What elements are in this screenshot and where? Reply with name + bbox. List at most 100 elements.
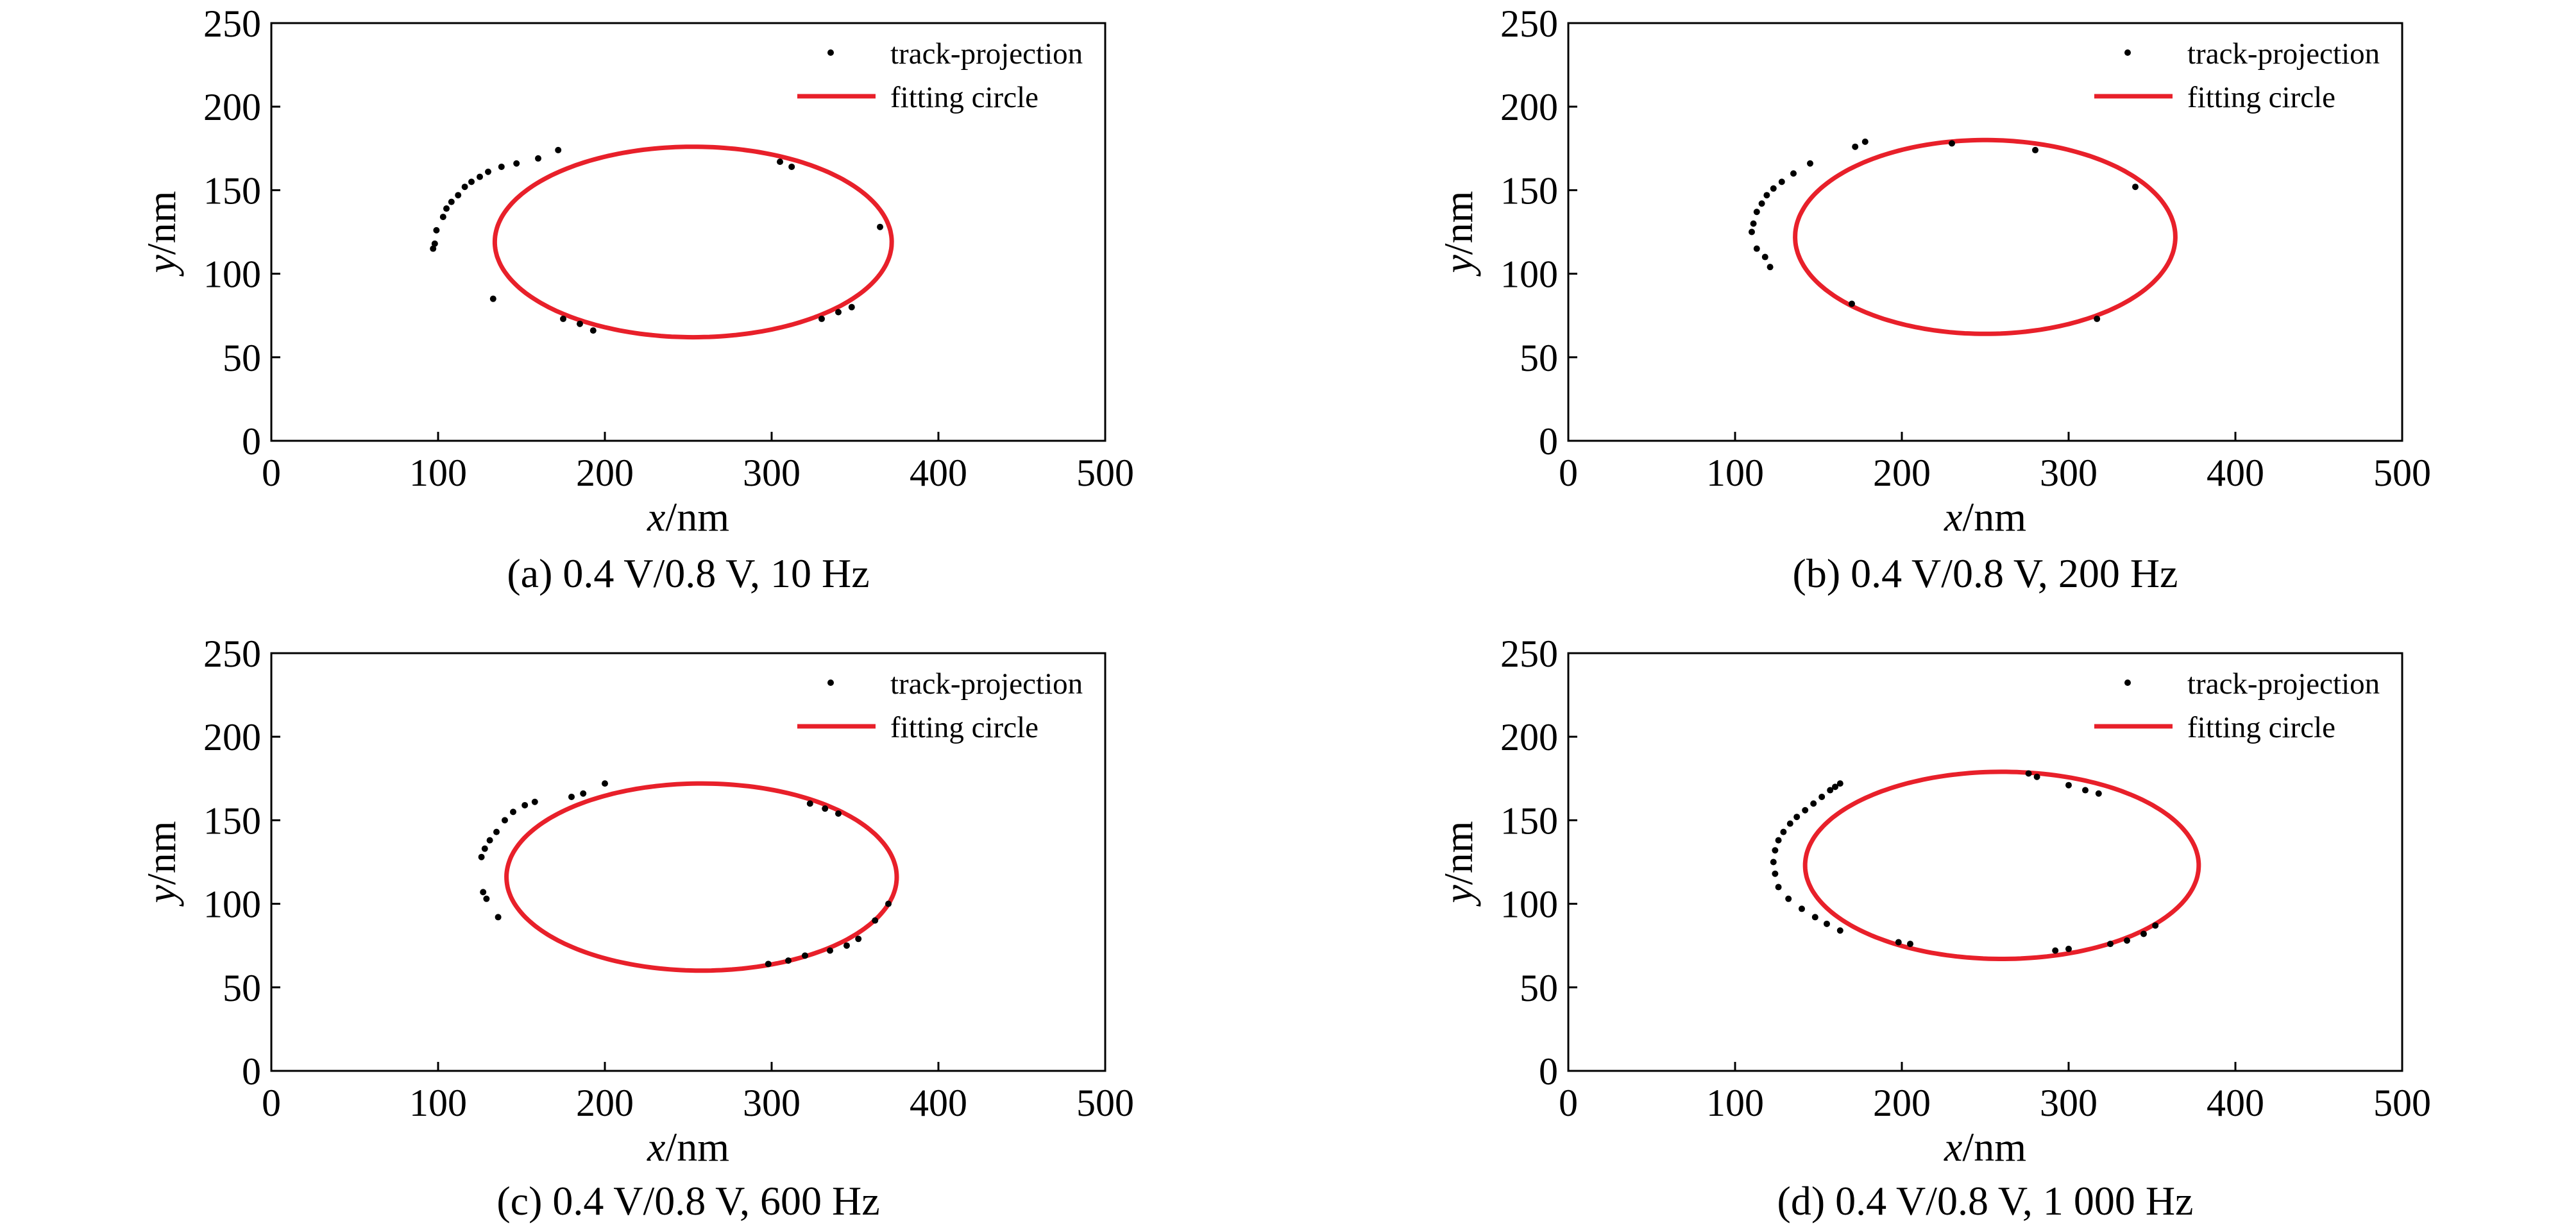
track-projection-point — [822, 805, 829, 812]
y-axis-unit: /nm — [139, 821, 184, 885]
x-axis-symbol: x — [1944, 1124, 1962, 1170]
legend-point-marker — [2124, 679, 2131, 686]
track-projection-point — [461, 184, 468, 191]
track-projection-point — [1895, 939, 1902, 946]
legend-point-marker — [2124, 49, 2131, 56]
x-axis-symbol: x — [1944, 494, 1962, 540]
x-tick-label: 0 — [1559, 1082, 1578, 1124]
plot-frame — [1567, 652, 2403, 1072]
y-tick-label: 50 — [223, 967, 261, 1009]
track-projection-point — [827, 947, 833, 954]
x-tick-label: 100 — [409, 1082, 467, 1124]
panel-caption: (a) 0.4 V/0.8 V, 10 Hz — [507, 551, 869, 596]
legend-point-marker — [827, 679, 834, 686]
track-projection-point — [1753, 209, 1760, 216]
panel-caption: (b) 0.4 V/0.8 V, 200 Hz — [1793, 551, 2178, 596]
track-projection-point — [2132, 184, 2139, 191]
track-projection-point — [495, 914, 502, 921]
track-projection-point — [1772, 847, 1779, 854]
track-projection-point — [806, 800, 813, 807]
chart-panel: 0 100 200 300 400 500050100150200250x/nmy/nmt… — [139, 633, 1134, 1224]
track-projection-point — [510, 808, 516, 816]
track-projection-point — [589, 327, 597, 334]
track-projection-point — [1949, 140, 1955, 147]
legend-label-track-projection: track-projection — [2187, 37, 2380, 71]
x-axis-unit: /nm — [665, 494, 729, 540]
y-tick-label: 150 — [203, 169, 261, 212]
x-axis-label: x/nm — [647, 1124, 729, 1170]
track-projection-point — [580, 790, 587, 797]
track-projection-point — [818, 315, 825, 322]
track-projection-point — [433, 226, 440, 234]
track-projection-point — [1907, 941, 1913, 948]
track-projection-point — [788, 163, 795, 170]
x-tick-label: 300 — [743, 1082, 801, 1124]
y-tick-label: 0 — [1539, 1050, 1558, 1093]
track-projection-point — [602, 780, 608, 787]
y-tick-label: 50 — [223, 337, 261, 379]
track-projection-point — [2033, 773, 2040, 780]
track-projection-point — [2065, 782, 2072, 789]
x-axis-label: x/nm — [1944, 1124, 2026, 1170]
track-projection-point — [486, 837, 493, 844]
legend-label-track-projection: track-projection — [2187, 667, 2380, 701]
fitting-circle-line — [1793, 137, 2178, 336]
y-tick-label: 250 — [203, 3, 261, 45]
track-projection-point — [521, 801, 529, 808]
track-projection-point — [493, 828, 500, 835]
track-projection-point — [513, 160, 520, 167]
y-axis-label: y/nm — [139, 821, 184, 907]
track-projection-point — [489, 295, 496, 302]
x-axis-unit: /nm — [1962, 1124, 2026, 1170]
track-projection-point — [577, 320, 583, 327]
track-projection-point — [1758, 200, 1765, 207]
x-tick-label: 200 — [1873, 1082, 1931, 1124]
y-tick-label: 150 — [203, 799, 261, 842]
y-axis-symbol: y — [1436, 884, 1481, 907]
legend-label-track-projection: track-projection — [890, 667, 1083, 701]
track-projection-point — [877, 223, 883, 230]
y-tick-label: 100 — [1500, 253, 1558, 296]
track-projection-point — [560, 315, 566, 322]
track-projection-point — [443, 205, 450, 212]
legend-label-fitting-circle: fitting circle — [2187, 81, 2335, 114]
track-projection-point — [1824, 920, 1830, 927]
track-projection-point — [1861, 138, 1868, 145]
y-tick-label: 250 — [1500, 3, 1558, 45]
track-projection-point — [1818, 793, 1826, 800]
track-projection-point — [2032, 146, 2038, 153]
track-projection-point — [1780, 828, 1787, 835]
track-projection-point — [1750, 220, 1757, 227]
track-projection-point — [481, 845, 488, 852]
track-projection-point — [555, 146, 562, 153]
track-projection-point — [430, 245, 437, 252]
y-tick-label: 250 — [203, 633, 261, 675]
track-projection-point — [802, 952, 808, 959]
track-projection-point — [483, 895, 490, 902]
track-projection-point — [835, 810, 842, 817]
x-tick-label: 500 — [1076, 452, 1134, 494]
track-projection-point — [2065, 945, 2072, 952]
track-projection-point — [2082, 787, 2089, 794]
track-projection-point — [1827, 787, 1834, 794]
x-tick-label: 100 — [1706, 452, 1764, 494]
chart-panel: 0 100 200 300 400 500050100150200250x/nmy/nmt… — [1436, 3, 2431, 596]
x-tick-label: 500 — [2373, 1082, 2431, 1124]
x-tick-label: 200 — [576, 452, 634, 494]
track-projection-point — [1753, 245, 1760, 252]
track-projection-point — [1793, 814, 1801, 821]
track-projection-point — [1749, 228, 1755, 235]
track-projection-point — [2025, 770, 2032, 777]
y-tick-label: 0 — [1539, 420, 1558, 463]
y-axis-unit: /nm — [1436, 191, 1481, 255]
track-projection-point — [439, 214, 446, 221]
track-projection-point — [2124, 937, 2130, 944]
x-tick-label: 500 — [1076, 1082, 1134, 1124]
track-projection-point — [485, 168, 491, 175]
x-tick-label: 400 — [910, 452, 967, 494]
panel-caption: (d) 0.4 V/0.8 V, 1 000 Hz — [1777, 1178, 2194, 1224]
legend-point-marker — [827, 49, 834, 56]
track-projection-point — [1786, 820, 1793, 827]
track-projection-point — [1849, 300, 1855, 307]
track-projection-point — [1770, 858, 1777, 866]
